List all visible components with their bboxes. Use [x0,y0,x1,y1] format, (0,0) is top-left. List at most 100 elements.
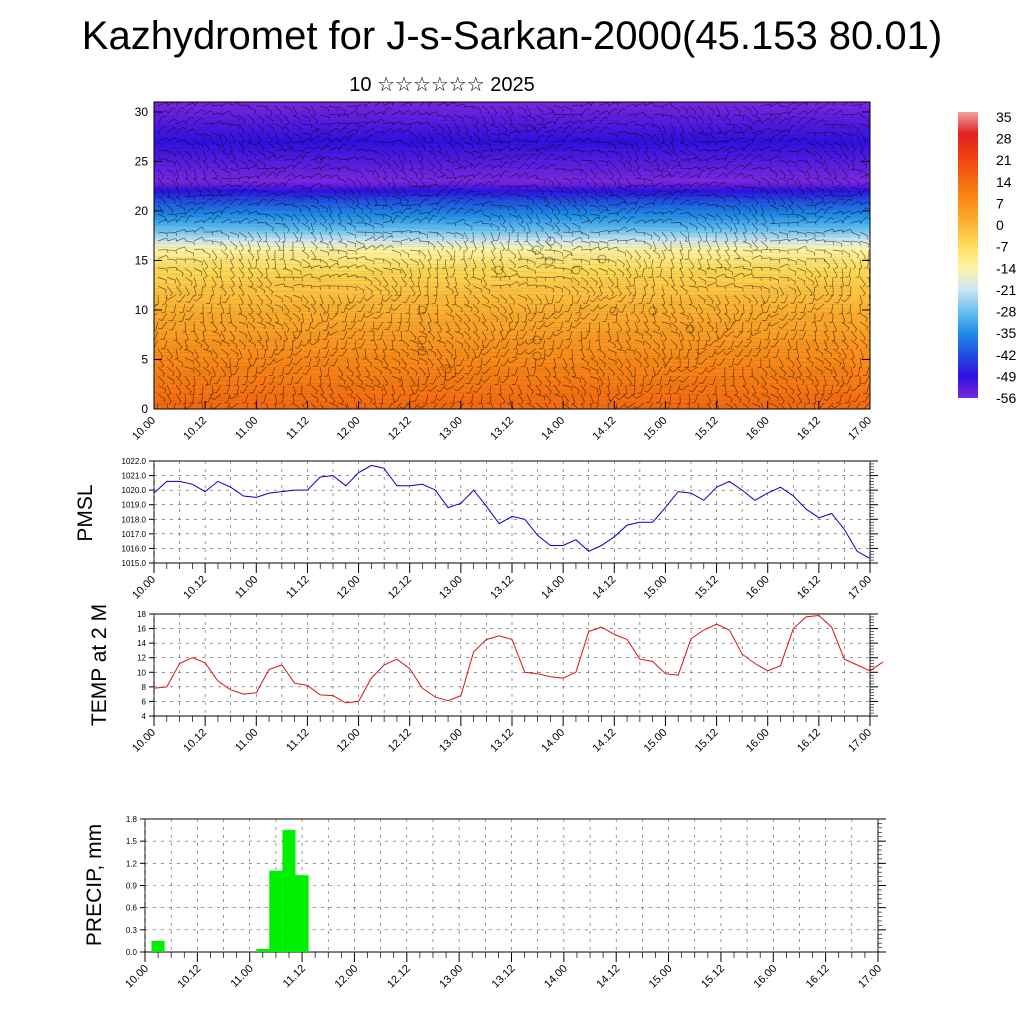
wind-barb-flag [508,142,511,146]
wind-barb [517,163,526,170]
wind-barb [184,208,193,215]
wind-barb [589,384,599,390]
wind-barb [175,357,184,364]
wind-barb [517,204,527,207]
wind-barb-flag [355,106,358,111]
wind-barb [364,258,374,262]
wind-barb [551,294,555,304]
wind-barb [553,402,557,409]
wind-barb-flag [528,329,533,331]
wind-barb [283,231,286,241]
wind-barb [769,393,779,398]
wind-barb-flag [407,371,409,376]
wind-barb-flag [491,339,495,342]
wind-barb-flag [313,113,317,117]
wind-barb-flag [205,266,209,270]
wind-barb-flag [258,338,262,342]
wind-barb [553,213,560,222]
wind-barb-flag [254,180,258,184]
wind-barb [193,102,200,107]
wind-barb [742,127,751,134]
wind-barb [265,171,274,179]
wind-barb [400,215,408,224]
wind-barb [211,104,221,107]
wind-barb-flag [664,311,668,315]
wind-barb [287,366,294,375]
wind-barb [373,111,383,116]
wind-barb [434,294,438,304]
wind-barb [515,339,519,349]
wind-barb [776,330,780,340]
wind-barb [517,129,527,134]
wind-barb [247,132,252,142]
wind-barb [246,402,249,409]
wind-barb [175,237,185,242]
wind-barb [535,384,542,393]
wind-barb [220,339,230,345]
wind-barb-flag [594,192,598,197]
wind-barb [598,186,608,192]
wind-barb [301,402,306,409]
wind-barb-flag [614,285,619,288]
wind-barb-flag [173,173,175,178]
wind-barb [688,156,698,161]
wind-barb-flag [687,325,689,330]
wind-barb [256,330,262,339]
wind-barb-flag [172,372,175,376]
wind-barb [161,312,168,321]
wind-barb-flag [568,201,571,205]
wind-barb [760,195,770,201]
wind-barb-flag [263,189,267,193]
wind-barb [535,222,544,229]
wind-barb [796,137,805,143]
wind-barb [370,303,375,313]
wind-barb [274,393,278,403]
wind-barb-flag [657,237,661,242]
wind-barb [184,240,194,243]
wind-barb-flag [547,411,549,414]
wind-barb-flag [578,126,582,129]
wind-barb [421,384,429,392]
wind-barb [641,267,645,277]
wind-barb [463,312,471,320]
wind-barb [238,217,247,224]
wind-barb [625,276,631,285]
wind-barb-flag [349,221,353,225]
wind-barb-flag [306,151,310,154]
wind-barb-flag [404,364,407,369]
wind-barb [805,109,814,116]
wind-barb [301,163,310,170]
wind-barb [625,357,632,366]
wind-barb-flag [334,191,337,196]
wind-barb [157,195,166,202]
wind-barb [472,321,478,331]
wind-barb [598,126,607,134]
wind-barb [706,276,716,279]
wind-barb [787,366,795,374]
wind-barb [202,375,209,384]
wind-barb-flag [327,137,331,141]
wind-barb-flag [492,356,497,358]
wind-barb-flag [269,301,273,305]
wind-barb-flag [383,393,387,396]
wind-barb [567,339,573,349]
wind-barb-flag [168,329,173,331]
wind-barb [688,166,698,170]
wind-barb [499,312,508,319]
wind-barb [787,107,794,116]
wind-barb-flag [309,208,311,213]
wind-barb-flag [739,399,742,404]
wind-barb [715,173,724,179]
wind-barb-flag [224,166,228,170]
wind-barb [733,402,738,409]
wind-barb [742,222,747,232]
wind-barb [706,282,716,287]
wind-barb-flag [552,164,556,167]
wind-barb [436,185,446,188]
wind-barb [247,210,257,215]
wind-barb-flag [241,148,245,153]
wind-barb-flag [505,161,510,164]
wind-barb-flag [778,223,780,228]
wind-barb [427,366,430,376]
wind-barb [301,213,309,222]
